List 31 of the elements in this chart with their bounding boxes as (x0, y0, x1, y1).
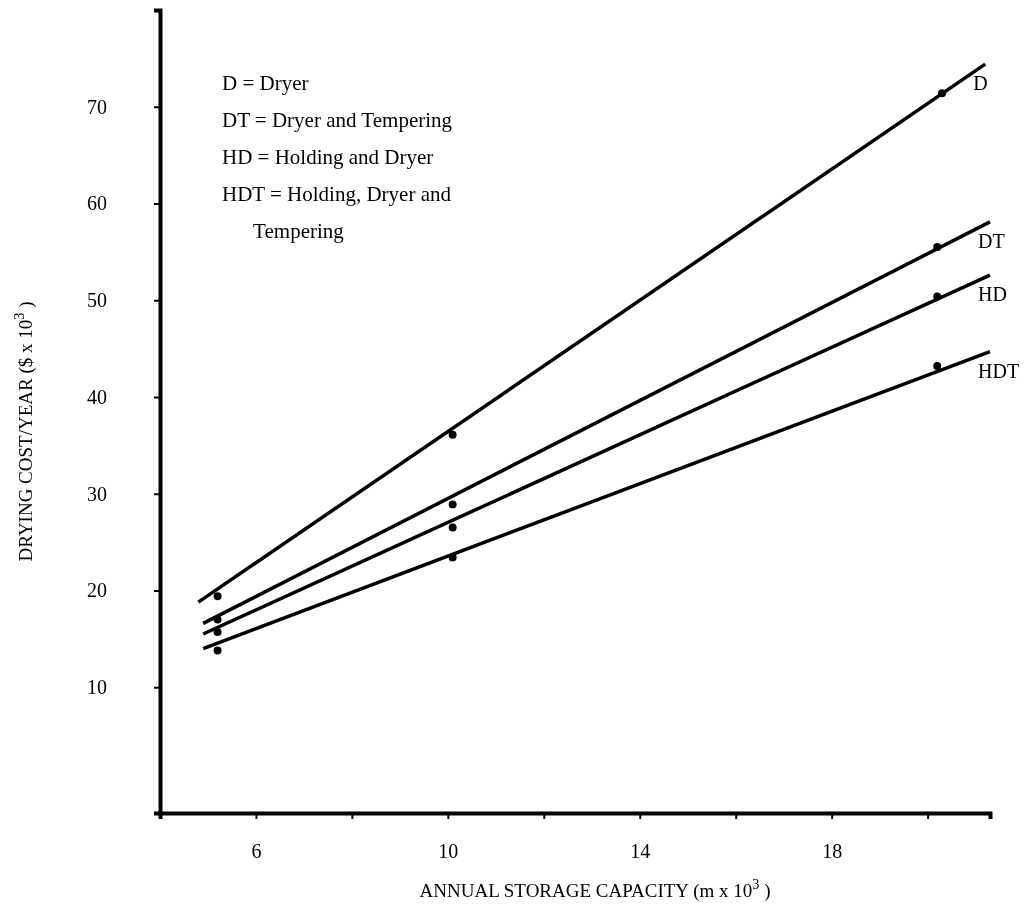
y-tick-label: 50 (87, 289, 107, 312)
point (938, 89, 947, 98)
annotation: HD = Holding and Dryer (222, 145, 434, 169)
y-tick-label: 30 (87, 482, 107, 505)
series-label: HDT (978, 359, 1020, 382)
point (933, 292, 942, 301)
point (933, 243, 942, 252)
y-tick-label: 20 (87, 579, 107, 602)
y-tick-label: 40 (87, 385, 107, 408)
series-label: HD (978, 283, 1007, 306)
point (933, 362, 942, 371)
point (448, 430, 457, 439)
point (213, 615, 222, 624)
y-tick-label: 60 (87, 192, 107, 215)
y-tick-label: 70 (87, 95, 107, 118)
series-label: D (973, 72, 988, 95)
x-tick-label: 6 (251, 840, 262, 862)
x-tick-label: 10 (438, 840, 459, 862)
annotation: DT = Dryer and Tempering (222, 108, 453, 132)
x-tick-label: 14 (630, 840, 651, 862)
point (213, 592, 222, 601)
point (448, 500, 457, 509)
y-tick-label: 10 (87, 676, 107, 699)
point (448, 523, 457, 532)
series-label: DT (978, 229, 1005, 252)
x-axis-title: ANNUAL STORAGE CAPACITY (m x 10$^{3}$ ) (419, 876, 771, 902)
point (213, 628, 222, 637)
x-tick-label: 18 (822, 840, 843, 862)
point (213, 646, 222, 655)
annotation: HDT = Holding, Dryer and Tempering (222, 182, 452, 243)
annotation: D = Dryer (222, 71, 309, 95)
